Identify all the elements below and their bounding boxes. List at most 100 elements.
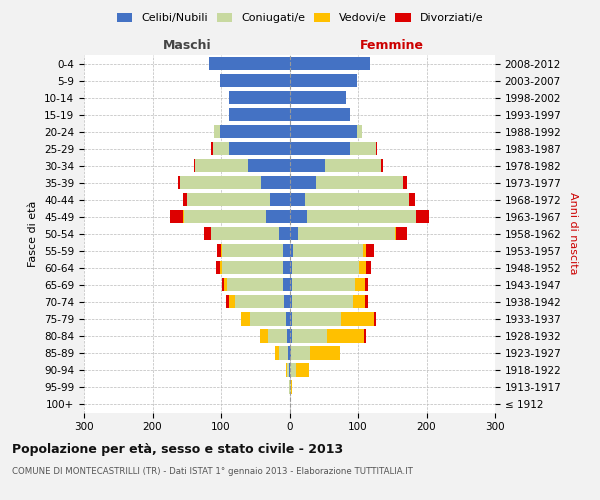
Bar xyxy=(178,176,180,190)
Bar xyxy=(310,346,340,360)
Bar xyxy=(180,176,261,190)
Bar xyxy=(416,210,428,224)
Text: Maschi: Maschi xyxy=(163,38,211,52)
Bar xyxy=(229,295,235,308)
Bar xyxy=(290,74,356,87)
Bar xyxy=(365,261,371,274)
Bar xyxy=(292,278,355,291)
Bar xyxy=(290,312,292,326)
Bar xyxy=(366,244,374,258)
Bar xyxy=(211,227,278,240)
Bar xyxy=(224,278,227,291)
Bar xyxy=(209,57,290,70)
Text: Femmine: Femmine xyxy=(360,38,424,52)
Bar xyxy=(291,346,310,360)
Bar xyxy=(292,330,327,342)
Bar xyxy=(365,295,368,308)
Bar xyxy=(290,210,307,224)
Bar xyxy=(290,142,350,156)
Bar xyxy=(268,330,287,342)
Legend: Celibi/Nubili, Coniugati/e, Vedovi/e, Divorziati/e: Celibi/Nubili, Coniugati/e, Vedovi/e, Di… xyxy=(112,8,488,28)
Bar xyxy=(194,159,195,172)
Bar xyxy=(325,159,381,172)
Bar xyxy=(283,244,290,258)
Bar xyxy=(260,330,268,342)
Bar xyxy=(214,125,220,138)
Bar xyxy=(248,159,290,172)
Bar xyxy=(204,227,211,240)
Bar xyxy=(290,108,350,121)
Bar xyxy=(290,57,370,70)
Bar xyxy=(286,312,290,326)
Bar xyxy=(365,278,368,291)
Bar xyxy=(397,227,407,240)
Bar xyxy=(283,261,290,274)
Bar xyxy=(292,312,341,326)
Bar xyxy=(216,261,220,274)
Bar xyxy=(290,125,356,138)
Bar xyxy=(290,261,292,274)
Bar xyxy=(283,278,290,291)
Bar xyxy=(356,125,362,138)
Bar xyxy=(284,295,290,308)
Bar xyxy=(403,176,407,190)
Bar xyxy=(290,176,316,190)
Bar xyxy=(187,193,271,206)
Text: Popolazione per età, sesso e stato civile - 2013: Popolazione per età, sesso e stato civil… xyxy=(12,442,343,456)
Bar xyxy=(223,261,283,274)
Bar xyxy=(305,193,409,206)
Bar xyxy=(293,244,363,258)
Bar xyxy=(292,295,353,308)
Bar xyxy=(229,142,290,156)
Bar xyxy=(355,278,365,291)
Bar xyxy=(287,364,289,376)
Bar xyxy=(395,227,397,240)
Bar xyxy=(184,210,266,224)
Bar xyxy=(184,193,187,206)
Bar xyxy=(307,210,416,224)
Bar xyxy=(290,330,292,342)
Bar xyxy=(374,312,376,326)
Bar xyxy=(229,108,290,121)
Bar xyxy=(195,159,248,172)
Bar xyxy=(290,91,346,104)
Bar xyxy=(226,295,229,308)
Bar xyxy=(211,142,213,156)
Bar xyxy=(235,295,284,308)
Bar xyxy=(290,278,292,291)
Bar xyxy=(290,380,291,394)
Bar xyxy=(376,142,377,156)
Bar xyxy=(261,176,290,190)
Bar xyxy=(290,346,291,360)
Bar xyxy=(227,278,283,291)
Bar xyxy=(353,295,365,308)
Bar xyxy=(290,244,293,258)
Bar xyxy=(229,91,290,104)
Bar xyxy=(288,346,290,360)
Bar xyxy=(241,312,250,326)
Bar xyxy=(289,380,290,394)
Bar xyxy=(223,244,283,258)
Y-axis label: Fasce di età: Fasce di età xyxy=(28,200,38,267)
Bar xyxy=(275,346,278,360)
Bar xyxy=(220,125,290,138)
Bar xyxy=(266,210,290,224)
Bar xyxy=(290,227,298,240)
Bar xyxy=(289,364,290,376)
Bar xyxy=(316,176,403,190)
Bar xyxy=(363,244,366,258)
Y-axis label: Anni di nascita: Anni di nascita xyxy=(568,192,578,275)
Bar xyxy=(217,244,221,258)
Bar xyxy=(170,210,184,224)
Bar xyxy=(213,142,229,156)
Bar xyxy=(290,159,325,172)
Bar xyxy=(291,380,292,394)
Bar xyxy=(223,278,224,291)
Bar xyxy=(341,312,374,326)
Bar xyxy=(290,193,305,206)
Bar xyxy=(286,364,287,376)
Bar xyxy=(296,364,310,376)
Bar xyxy=(327,330,364,342)
Bar xyxy=(364,330,365,342)
Bar xyxy=(350,142,376,156)
